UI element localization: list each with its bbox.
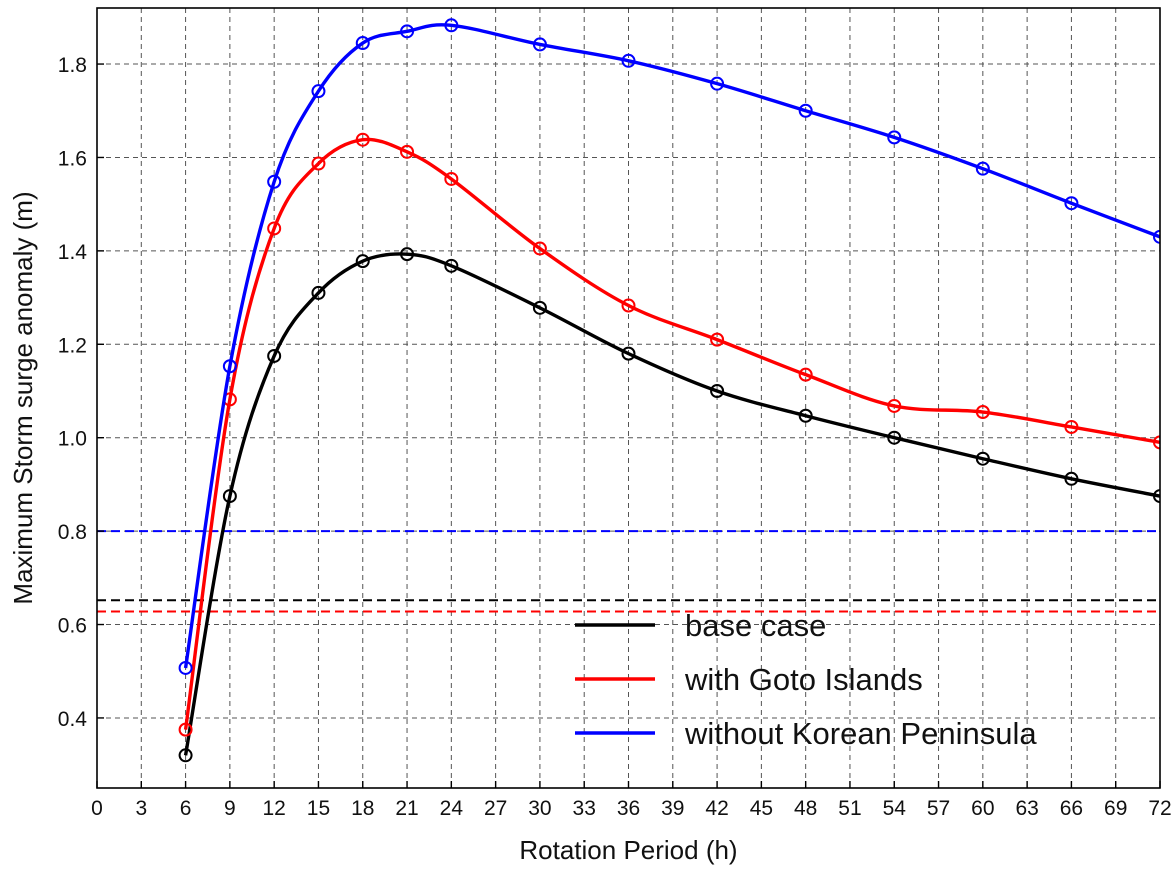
- y-tick-label: 0.8: [58, 521, 87, 544]
- data-point-without-korean-peninsula: [267, 174, 282, 189]
- data-point-with-goto-islands: [444, 171, 459, 186]
- x-tick-label: 45: [750, 797, 773, 820]
- data-point-without-korean-peninsula: [975, 161, 990, 176]
- y-tick-label: 0.4: [58, 708, 88, 731]
- data-point-base-case: [1064, 471, 1079, 486]
- data-point-base-case: [975, 451, 990, 466]
- data-point-with-goto-islands: [975, 405, 990, 420]
- data-point-with-goto-islands: [1064, 419, 1079, 434]
- x-tick-label: 72: [1148, 797, 1171, 820]
- data-point-with-goto-islands: [311, 156, 326, 171]
- reference-lines: [97, 530, 1160, 613]
- y-tick-label: 1.6: [58, 147, 87, 170]
- data-point-base-case: [621, 346, 636, 361]
- x-tick-label: 15: [307, 797, 330, 820]
- x-tick-label: 69: [1104, 797, 1127, 820]
- data-point-without-korean-peninsula: [311, 84, 326, 99]
- x-tick-label: 66: [1060, 797, 1083, 820]
- x-tick-label: 0: [91, 797, 103, 820]
- plot-lines: [178, 18, 1160, 763]
- data-point-without-korean-peninsula: [400, 24, 415, 39]
- data-point-without-korean-peninsula: [710, 76, 725, 91]
- data-point-without-korean-peninsula: [444, 18, 459, 33]
- legend-label: with Goto Islands: [684, 662, 923, 697]
- legend: base case with Goto Islands without Korean…: [575, 608, 1037, 751]
- data-point-with-goto-islands: [621, 298, 636, 313]
- series-line-with-goto-islands: [183, 137, 1160, 730]
- x-tick-label: 6: [180, 797, 192, 820]
- data-point-base-case: [355, 254, 370, 269]
- data-point-without-korean-peninsula: [798, 103, 813, 118]
- x-tick-label: 9: [224, 797, 236, 820]
- x-axis-ticks: 0 3 6 9 12 15 18 21 24 27 30 33 36 39 42 45 48 51 54 57 60 63…: [91, 781, 1172, 820]
- y-axis-ticks: 0.4 0.6 0.8 1.0 1.2 1.4 1.6 1.8: [58, 54, 104, 731]
- data-point-base-case: [222, 489, 237, 504]
- data-point-base-case: [267, 348, 282, 363]
- x-tick-label: 30: [528, 797, 551, 820]
- y-axis-title: Maximum Storm surge anomaly (m): [8, 191, 38, 604]
- y-tick-label: 1.8: [58, 54, 87, 77]
- x-tick-label: 39: [661, 797, 684, 820]
- data-point-base-case: [1153, 489, 1160, 504]
- data-point-with-goto-islands: [710, 332, 725, 347]
- data-point-base-case: [798, 408, 813, 423]
- x-tick-label: 12: [262, 797, 285, 820]
- x-tick-label: 63: [1015, 797, 1038, 820]
- x-tick-label: 57: [927, 797, 950, 820]
- x-tick-label: 27: [484, 797, 507, 820]
- x-tick-label: 48: [794, 797, 817, 820]
- data-point-without-korean-peninsula: [621, 53, 636, 68]
- y-tick-label: 1.2: [58, 334, 87, 357]
- x-tick-label: 18: [351, 797, 374, 820]
- data-point-with-goto-islands: [887, 398, 902, 413]
- y-tick-label: 1.0: [58, 428, 87, 451]
- data-point-with-goto-islands: [267, 221, 282, 236]
- series-line-without-korean-peninsula: [183, 23, 1160, 669]
- data-point-base-case: [887, 430, 902, 445]
- data-point-without-korean-peninsula: [887, 130, 902, 145]
- data-point-base-case: [532, 300, 547, 315]
- data-point-with-goto-islands: [1153, 435, 1160, 450]
- data-point-with-goto-islands: [178, 722, 193, 737]
- data-point-base-case: [178, 748, 193, 763]
- data-point-base-case: [444, 258, 459, 273]
- x-tick-label: 24: [440, 797, 464, 820]
- x-tick-label: 51: [838, 797, 861, 820]
- x-tick-label: 42: [705, 797, 728, 820]
- data-point-with-goto-islands: [355, 132, 370, 147]
- y-tick-label: 1.4: [58, 241, 88, 264]
- x-tick-label: 54: [883, 797, 907, 820]
- data-point-without-korean-peninsula: [178, 660, 193, 675]
- data-point-with-goto-islands: [400, 144, 415, 159]
- y-tick-label: 0.6: [58, 615, 87, 638]
- data-point-base-case: [400, 247, 415, 262]
- x-tick-label: 36: [617, 797, 640, 820]
- x-tick-label: 33: [573, 797, 596, 820]
- data-point-without-korean-peninsula: [532, 37, 547, 52]
- legend-label: without Korean Peninsula: [684, 716, 1037, 751]
- x-tick-label: 21: [395, 797, 418, 820]
- data-point-base-case: [311, 285, 326, 300]
- data-point-without-korean-peninsula: [355, 36, 370, 51]
- x-axis-title: Rotation Period (h): [519, 835, 737, 865]
- data-point-with-goto-islands: [532, 241, 547, 256]
- x-tick-label: 60: [971, 797, 994, 820]
- x-tick-label: 3: [135, 797, 147, 820]
- data-point-without-korean-peninsula: [222, 359, 237, 374]
- data-point-base-case: [710, 383, 725, 398]
- data-point-without-korean-peninsula: [1064, 196, 1079, 211]
- data-point-with-goto-islands: [798, 367, 813, 382]
- legend-label: base case: [685, 608, 826, 643]
- data-point-without-korean-peninsula: [1153, 229, 1160, 244]
